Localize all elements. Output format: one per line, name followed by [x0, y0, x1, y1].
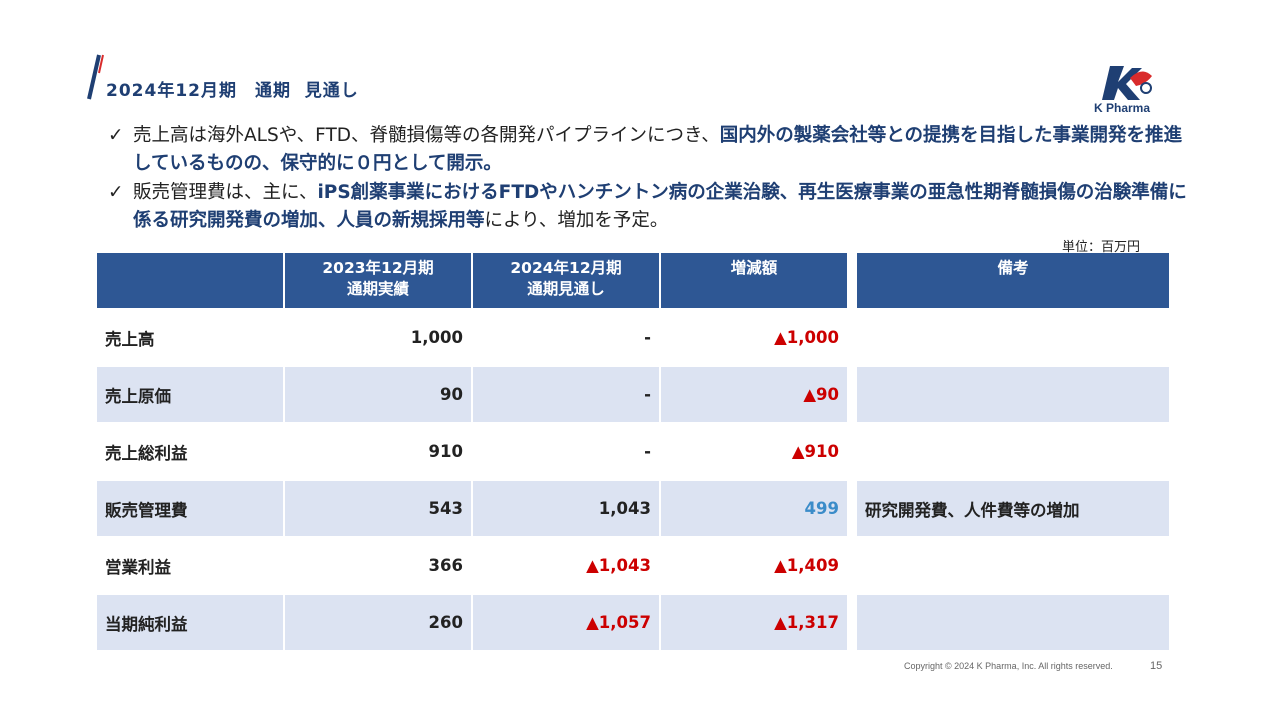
header-cell-forecast-2024: 2024年12月期 通期見通し	[473, 253, 661, 310]
bullet-item: ✓ 販売管理費は、主に、iPS創薬事業におけるFTDやハンチントン病の企業治験、再…	[108, 179, 1188, 235]
cell-change: ▲1,000	[661, 310, 849, 367]
cell-change: ▲910	[661, 424, 849, 481]
title-accent-slash	[87, 54, 104, 100]
table-row: 営業利益 366 ▲1,043 ▲1,409	[97, 538, 1171, 595]
cell-note	[857, 595, 1171, 652]
bullet-highlight-text: 国内外の製薬会社等との提携を目指した事業開発を推進しているものの、保守的に０円と…	[133, 125, 1183, 174]
column-gap	[849, 481, 857, 538]
cell-forecast-2024: ▲1,057	[473, 595, 661, 652]
cell-forecast-2024: -	[473, 424, 661, 481]
cell-actual-2023: 910	[285, 424, 473, 481]
cell-change: ▲1,409	[661, 538, 849, 595]
bullet-text: により、増加を予定。	[484, 210, 669, 231]
header-cell-label	[97, 253, 285, 310]
header-text-line: 増減額	[730, 259, 778, 277]
cell-actual-2023: 366	[285, 538, 473, 595]
cell-forecast-2024: -	[473, 367, 661, 424]
header-text-line: 2023年12月期	[322, 259, 434, 277]
header-text-line: 通期実績	[346, 280, 409, 298]
row-label: 売上高	[97, 310, 285, 367]
cell-note	[857, 424, 1171, 481]
column-gap	[849, 367, 857, 424]
row-label: 売上原価	[97, 367, 285, 424]
table-row: 売上高 1,000- ▲1,000	[97, 310, 1171, 367]
table-row: 売上総利益 910- ▲910	[97, 424, 1171, 481]
cell-forecast-2024: 1,043	[473, 481, 661, 538]
row-label: 営業利益	[97, 538, 285, 595]
header-text-line: 2024年12月期	[510, 259, 622, 277]
header-cell-change: 増減額	[661, 253, 849, 310]
cell-actual-2023: 543	[285, 481, 473, 538]
column-gap	[849, 253, 857, 310]
header-text-line: 通期見通し	[527, 280, 605, 298]
cell-note: 研究開発費、人件費等の増加	[857, 481, 1171, 538]
forecast-table: 2023年12月期 通期実績 2024年12月期 通期見通し 増減額 備考 売上高 1…	[97, 253, 1171, 652]
row-label: 売上総利益	[97, 424, 285, 481]
column-gap	[849, 310, 857, 367]
cell-forecast-2024: -	[473, 310, 661, 367]
row-label: 当期純利益	[97, 595, 285, 652]
cell-actual-2023: 1,000	[285, 310, 473, 367]
cell-note	[857, 367, 1171, 424]
header-cell-actual-2023: 2023年12月期 通期実績	[285, 253, 473, 310]
table-header-row: 2023年12月期 通期実績 2024年12月期 通期見通し 増減額 備考	[97, 253, 1171, 310]
summary-bullets: ✓ 売上高は海外ALSや、FTD、脊髄損傷等の各開発パイプラインにつき、国内外の製…	[108, 122, 1188, 235]
k-pharma-logo-icon	[1102, 66, 1152, 100]
logo-wordmark: K Pharma	[1094, 101, 1151, 115]
page-number: 15	[1150, 660, 1163, 672]
unit-label: 単位：百万円	[1062, 240, 1141, 255]
cell-note	[857, 538, 1171, 595]
cell-note	[857, 310, 1171, 367]
slide-title: 2024年12月期 通期 見通し	[106, 81, 359, 101]
column-gap	[849, 424, 857, 481]
checkmark-icon: ✓	[108, 125, 124, 146]
bullet-highlight-text: iPS創薬事業におけるFTDやハンチントン病の企業治験、再生医療事業の亜急性期脊…	[133, 182, 1187, 231]
header-text-line: 備考	[997, 259, 1029, 277]
copyright-text: Copyright © 2024 K Pharma, Inc. All righ…	[904, 661, 1113, 671]
table-row: 売上原価 90- ▲90	[97, 367, 1171, 424]
cell-change: ▲90	[661, 367, 849, 424]
cell-actual-2023: 260	[285, 595, 473, 652]
table-row: 販売管理費 543 1,043 499 研究開発費、人件費等の増加	[97, 481, 1171, 538]
column-gap	[849, 595, 857, 652]
cell-actual-2023: 90	[285, 367, 473, 424]
checkmark-icon: ✓	[108, 182, 124, 203]
cell-forecast-2024: ▲1,043	[473, 538, 661, 595]
header-cell-note: 備考	[857, 253, 1171, 310]
table-row: 当期純利益 260 ▲1,057 ▲1,317	[97, 595, 1171, 652]
row-label: 販売管理費	[97, 481, 285, 538]
bullet-text: 販売管理費は、主に、	[133, 182, 318, 203]
cell-change: ▲1,317	[661, 595, 849, 652]
bullet-text: 売上高は海外ALSや、FTD、脊髄損傷等の各開発パイプラインにつき、	[133, 125, 720, 146]
column-gap	[849, 538, 857, 595]
bullet-item: ✓ 売上高は海外ALSや、FTD、脊髄損傷等の各開発パイプラインにつき、国内外の製…	[108, 122, 1188, 178]
cell-change: 499	[661, 481, 849, 538]
